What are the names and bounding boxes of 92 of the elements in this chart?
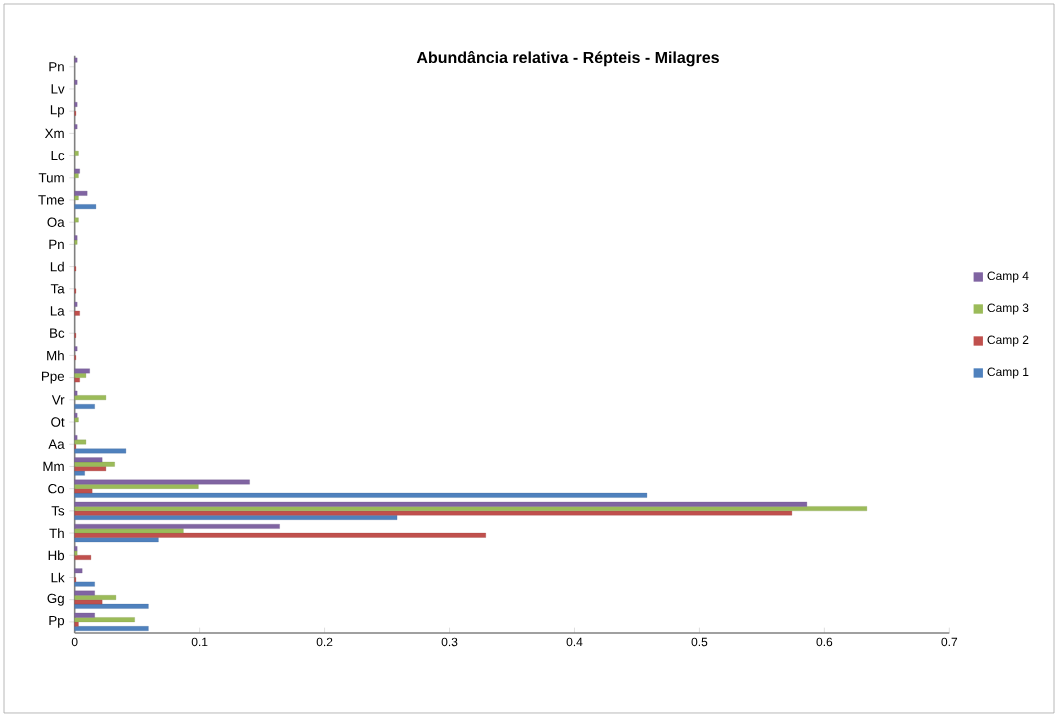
bar [74,550,78,556]
y-tick-label: Co [48,483,65,494]
bar [74,79,78,85]
y-tick-label: Lv [51,84,65,94]
bar [74,102,78,107]
x-tick-label: 0.6 [816,637,833,647]
x-tick-label: 0.5 [691,637,708,647]
bar [74,190,88,196]
y-tick-label: Xm [44,128,64,138]
bar [74,599,103,605]
y-tick-label: Lk [51,572,65,583]
y-tick-label: Tum [38,173,64,183]
y-tick-label: Bc [50,328,65,338]
bar [74,617,135,623]
bar [74,524,280,529]
bar [74,124,78,130]
bar [74,501,808,507]
y-tick-label: Tme [38,195,65,205]
bar [74,528,184,534]
bar [74,595,117,600]
y-tick-label: Pp [49,615,65,628]
y-tick-label: Th [49,528,64,538]
y-tick-label: Pn [49,62,64,72]
bar [74,204,97,210]
y-tick-label: Vr [51,395,65,405]
bar [74,373,87,378]
bar [74,439,87,445]
bar [74,470,85,476]
bar [74,173,79,178]
bar [74,537,159,543]
chart-title: Abundância relativa - Répteis - Milagres [416,51,719,67]
bar [74,346,78,352]
y-tick-label: Lc [51,150,65,161]
bar [74,466,107,472]
x-tick-label: 0.3 [441,637,458,647]
legend-label: Camp 1 [987,367,1029,379]
bar [74,239,78,245]
bar [74,395,107,400]
bar [74,301,78,307]
bar [74,457,103,463]
y-tick-label: Ts [51,506,65,516]
bar [74,195,79,201]
bar [74,151,79,156]
y-tick-label: Mm [43,461,64,472]
y-tick-label: Ppe [41,371,65,384]
bar [74,368,90,374]
bar [74,417,79,423]
y-tick-label: Oa [47,217,65,227]
bar [74,168,80,174]
bar [74,404,95,409]
bar [74,448,127,454]
x-tick-label: 0.7 [941,637,958,647]
x-tick-label: 0.1 [191,637,208,647]
x-tick-label: 0.4 [566,637,583,647]
bar [74,390,78,396]
bar [74,479,250,485]
x-tick-label: 0 [71,637,78,647]
bar [74,555,92,560]
bar [74,461,115,467]
y-tick-label: Ot [51,417,65,427]
x-tick-label: 0.2 [316,637,333,647]
bar [74,581,95,587]
bar [74,217,79,223]
y-tick-label: Ld [50,261,64,272]
bar [74,532,486,538]
bar [74,603,149,609]
bar [74,413,78,418]
y-tick-label: Lp [50,105,65,118]
y-tick-label: Gg [47,593,64,606]
bar [74,492,648,498]
y-tick-label: Aa [48,439,65,449]
legend-label: Camp 4 [987,271,1029,283]
legend-label: Camp 2 [987,335,1029,347]
bar [74,612,95,618]
bar [74,57,78,63]
bar [74,377,80,383]
y-tick-label: Pn [49,239,64,249]
bar [74,506,867,511]
legend-label: Camp 3 [987,303,1029,315]
y-tick-label: Hb [48,550,65,561]
bar [74,626,149,631]
y-tick-label: Mh [47,350,64,361]
bar [74,568,83,574]
bar [74,546,78,551]
y-tick-label: La [50,306,65,316]
bar [74,235,78,241]
bar [74,590,95,596]
bar [74,435,78,440]
y-tick-label: Ta [50,284,65,294]
bar [74,621,79,627]
bar [74,310,80,316]
bar [74,488,93,494]
